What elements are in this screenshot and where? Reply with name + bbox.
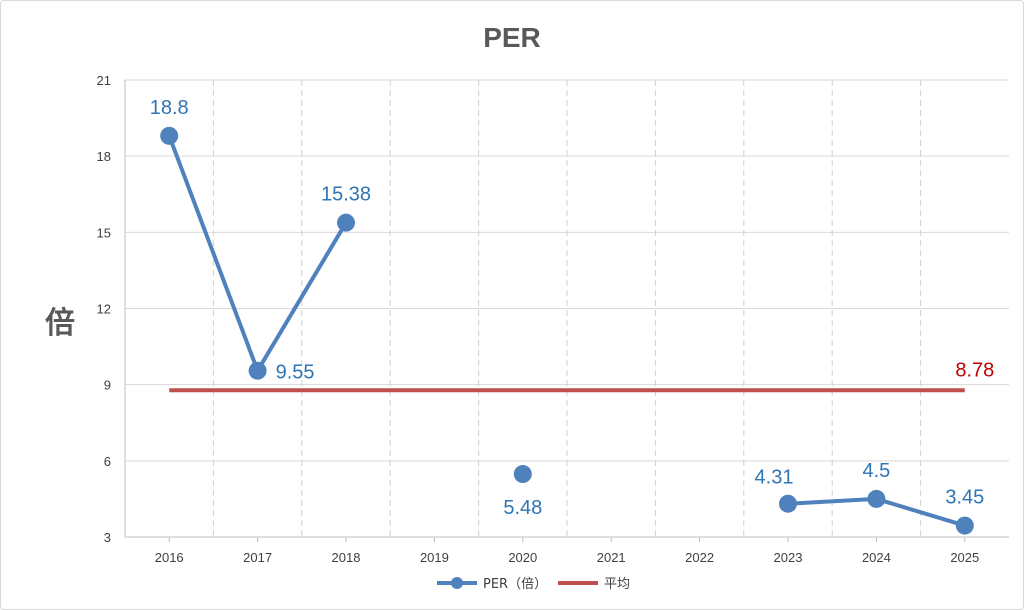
per-data-label: 4.31 — [755, 467, 794, 489]
per-line-segment — [786, 496, 879, 506]
chart-title: PER — [483, 22, 541, 53]
per-point — [779, 494, 797, 513]
x-tick-label: 2017 — [243, 550, 272, 565]
per-line-segment — [167, 133, 260, 373]
legend: PER（倍） 平均 — [437, 577, 630, 592]
x-tick-label: 2020 — [508, 550, 537, 565]
x-tick-label: 2023 — [774, 550, 803, 565]
grid-layer — [125, 79, 1009, 537]
per-data-label: 18.8 — [150, 97, 189, 119]
average-data-label: 8.78 — [955, 359, 994, 381]
x-tick-label: 2018 — [332, 550, 361, 565]
legend-per-swatch-marker — [451, 577, 463, 589]
y-tick-label: 12 — [97, 302, 111, 317]
y-tick-label: 18 — [97, 149, 111, 164]
per-point — [955, 516, 974, 535]
axis-layer: 3 6 9 12 15 18 21 2016 2017 2018 2019 2020 2021 2022 2… — [97, 73, 1009, 565]
y-tick-label: 15 — [97, 225, 111, 240]
per-point — [248, 361, 267, 380]
x-tick-label: 2021 — [597, 550, 626, 565]
per-line-segment — [874, 496, 967, 528]
per-data-label: 3.45 — [945, 487, 984, 509]
series-layer — [160, 126, 974, 535]
x-tick-label: 2024 — [862, 550, 891, 565]
x-tick-label: 2019 — [420, 550, 449, 565]
per-point — [867, 489, 886, 508]
data-label-layer: 18.8 9.55 15.38 5.48 4.31 4.5 3.45 8.78 — [150, 97, 995, 519]
per-data-label: 9.55 — [276, 362, 315, 384]
per-data-label: 15.38 — [321, 184, 371, 206]
per-point — [160, 126, 179, 145]
y-tick-label: 3 — [104, 530, 111, 545]
per-point — [337, 213, 355, 232]
y-axis-label: 倍 — [45, 306, 75, 341]
per-data-label: 5.48 — [503, 497, 542, 519]
y-tick-label: 21 — [97, 73, 111, 88]
legend-average-label: 平均 — [604, 577, 630, 592]
per-data-label: 4.5 — [862, 460, 890, 482]
x-tick-label: 2022 — [685, 550, 714, 565]
per-line-segment — [255, 220, 348, 373]
x-tick-label: 2016 — [155, 550, 184, 565]
y-tick-label: 9 — [104, 378, 111, 393]
legend-per-label: PER（倍） — [483, 577, 547, 592]
per-point — [513, 465, 532, 484]
x-tick-label: 2025 — [950, 550, 979, 565]
y-tick-label: 6 — [104, 454, 111, 469]
